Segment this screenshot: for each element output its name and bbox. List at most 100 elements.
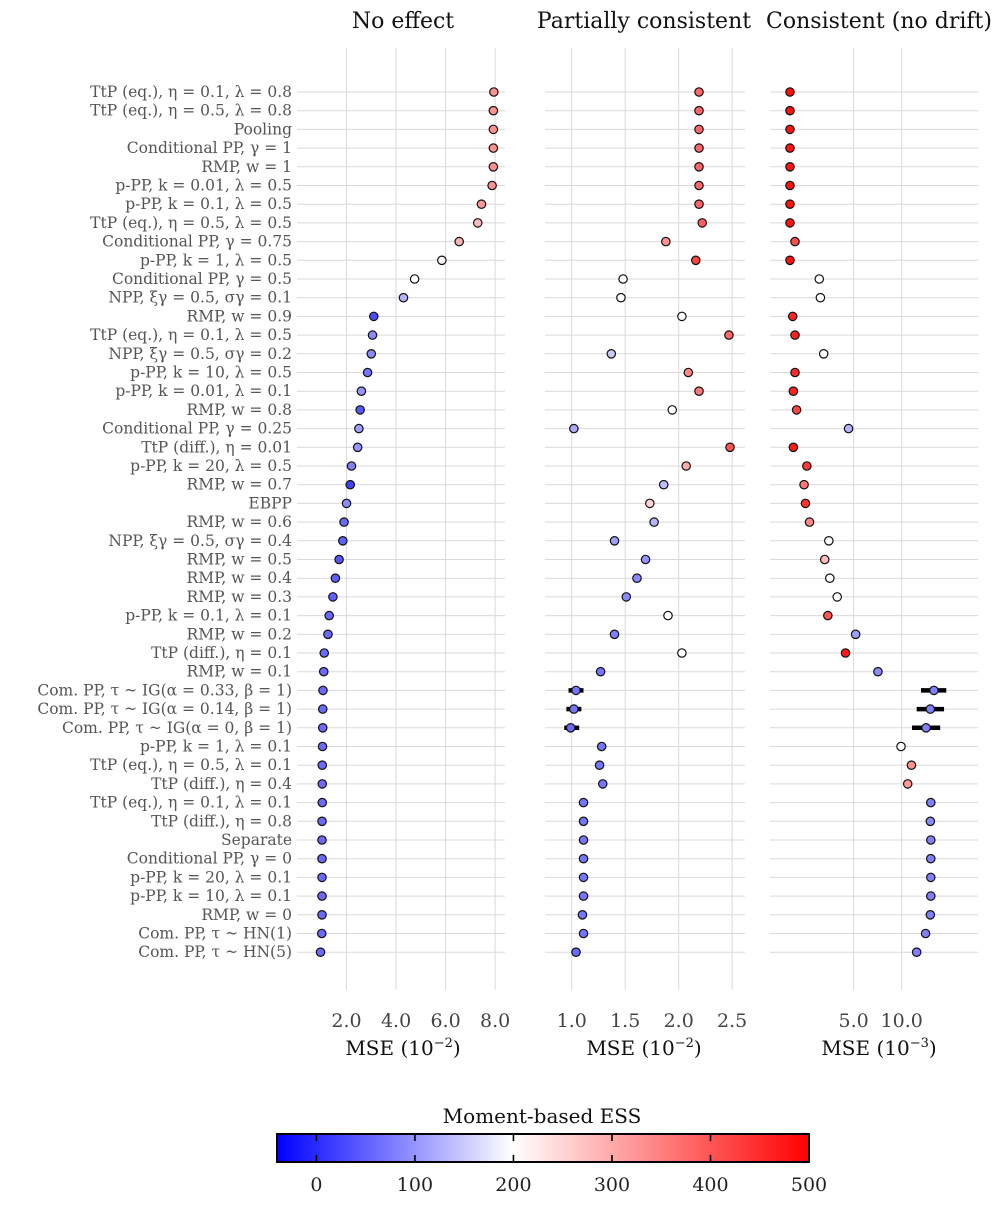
data-point (578, 853, 589, 864)
row-label: p-PP, k = 10, λ = 0.5 (130, 364, 292, 382)
data-point (697, 218, 708, 228)
x-axis-label-exponent: −2 (434, 1036, 453, 1051)
x-axis-label-end: ) (453, 1036, 461, 1060)
data-point (318, 685, 328, 696)
data-point (788, 386, 799, 396)
x-tick-label: 1.0 (557, 1010, 587, 1032)
data-point (577, 909, 588, 920)
x-axis-label: MSE (10−2) (586, 1036, 701, 1060)
data-point (330, 573, 341, 583)
data-point (800, 498, 811, 509)
colorbar: Moment-based ESS 0 100 200 300 400 500 (276, 1104, 827, 1196)
data-point (334, 554, 344, 565)
data-point (317, 760, 328, 770)
data-point (569, 704, 579, 714)
data-point (804, 517, 815, 527)
data-point (606, 348, 617, 359)
data-point (819, 554, 830, 565)
row-label: Separate (221, 831, 292, 849)
data-point (906, 760, 917, 770)
colorbar-tick-label: 100 (397, 1174, 433, 1196)
data-point (355, 405, 365, 415)
row-label: RMP, w = 0.6 (187, 513, 292, 531)
x-tick-label: 5.0 (838, 1010, 868, 1032)
panel-1: 2.0 4.0 6.0 8.0 No effect MSE (10−2) (297, 9, 510, 1060)
data-point (409, 274, 420, 284)
row-label: TtP (diff.), η = 0.01 (141, 438, 292, 456)
data-point (925, 853, 936, 864)
data-point (785, 87, 795, 97)
row-label: p-PP, k = 0.01, λ = 0.5 (115, 177, 292, 195)
data-point (787, 311, 798, 322)
data-point (317, 797, 328, 808)
data-point (368, 311, 379, 322)
row-label: RMP, w = 0.5 (187, 551, 292, 569)
row-label: TtP (diff.), η = 0.4 (151, 775, 292, 793)
data-point (488, 124, 499, 135)
panel-3: 5.0 10.0 Consistent (no drift) MSE (10−3) (766, 9, 992, 1060)
data-point (785, 124, 795, 135)
data-point (683, 367, 694, 378)
data-point (694, 124, 704, 135)
data-point (896, 741, 906, 752)
data-point (345, 479, 356, 490)
data-point (824, 535, 834, 546)
data-point (317, 872, 327, 883)
row-label: RMP, w = 0 (201, 906, 292, 924)
data-point (488, 143, 499, 153)
colorbar-tick-label: 400 (692, 1174, 728, 1196)
row-label: Com. PP, τ ~ HN(1) (138, 925, 292, 943)
data-point (658, 479, 669, 490)
row-label: p-PP, k = 10, λ = 0.1 (130, 887, 292, 905)
data-point (317, 722, 328, 733)
data-point (578, 816, 589, 827)
data-point (677, 648, 687, 658)
data-point (802, 461, 812, 471)
data-point (850, 629, 861, 640)
data-point (317, 704, 328, 714)
x-axis-label-end: ) (694, 1036, 702, 1060)
data-point (925, 891, 936, 901)
x-axis-label-base: MSE (10 (821, 1036, 909, 1060)
data-point (785, 162, 795, 172)
row-label: p-PP, k = 1, λ = 0.5 (140, 251, 292, 269)
data-point (578, 797, 589, 808)
x-tick-label: 8.0 (480, 1010, 510, 1032)
data-point (488, 162, 499, 172)
row-label: p-PP, k = 0.01, λ = 0.1 (115, 382, 292, 400)
x-axis-label: MSE (10−3) (821, 1036, 936, 1060)
row-label: Conditional PP, γ = 0.25 (102, 420, 292, 438)
row-label: EBPP (248, 494, 292, 512)
row-label: Com. PP, τ ~ IG(α = 0.14, β = 1) (37, 700, 292, 718)
row-label: RMP, w = 1 (201, 158, 292, 176)
data-point (694, 105, 704, 116)
data-point (316, 928, 327, 939)
data-point (667, 405, 678, 415)
data-point (925, 872, 936, 883)
data-point (317, 909, 327, 920)
data-point (319, 648, 330, 658)
data-point (649, 517, 659, 527)
data-point (818, 348, 829, 359)
data-point (317, 853, 327, 864)
row-label: p-PP, k = 1, λ = 0.1 (140, 738, 292, 756)
data-point (328, 592, 338, 602)
row-label: TtP (eq.), η = 0.5, λ = 0.8 (90, 102, 292, 120)
data-point (621, 592, 632, 602)
data-point (317, 779, 328, 789)
data-point (925, 797, 936, 808)
data-point (398, 292, 409, 303)
data-point (663, 610, 673, 621)
data-point (346, 461, 357, 471)
row-label: RMP, w = 0.8 (187, 401, 292, 419)
data-point (925, 909, 936, 920)
data-point (571, 685, 581, 696)
row-label: TtP (diff.), η = 0.8 (151, 812, 292, 830)
data-point (694, 143, 704, 153)
data-point (681, 461, 691, 471)
row-label: Conditional PP, γ = 1 (127, 139, 292, 157)
row-label: NPP, ξγ = 0.5, σγ = 0.2 (108, 345, 292, 363)
colorbar-ticks: 0 100 200 300 400 500 (310, 1134, 827, 1196)
row-label: Com. PP, τ ~ HN(5) (138, 943, 292, 961)
